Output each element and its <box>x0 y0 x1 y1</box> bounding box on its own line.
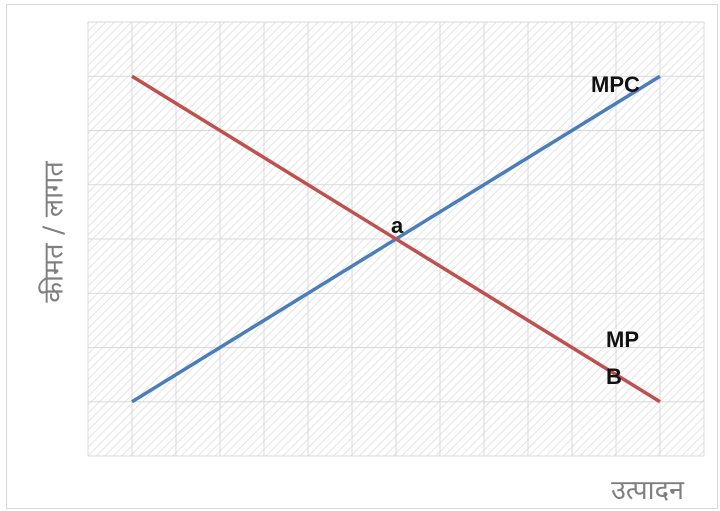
annotation: a <box>391 213 404 238</box>
x-axis-label: उत्पादन <box>611 475 684 506</box>
series-label: MPC <box>591 72 640 97</box>
series-line <box>131 74 661 404</box>
chart-frame <box>6 4 718 509</box>
y-axis-label: कीमत / लागत <box>38 161 70 303</box>
series-label: MP B <box>606 327 639 389</box>
